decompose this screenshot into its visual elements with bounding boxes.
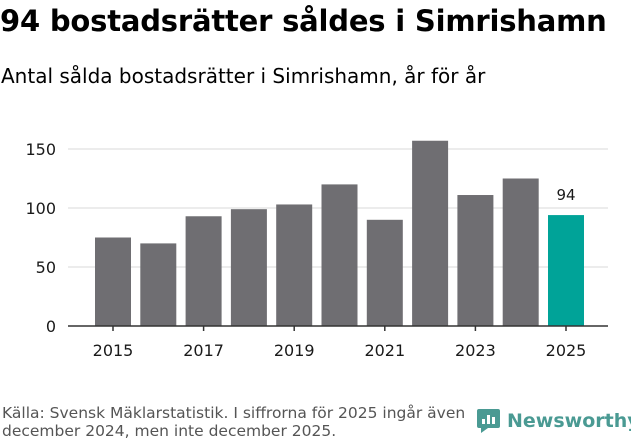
newsworthy-logo-icon [477,409,500,433]
newsworthy-logo: Newsworthy [476,408,631,433]
bar-2023 [457,195,494,326]
bar-chart: 0 50 100 150 94 2015 2017 2019 2021 2023 2025 [25,140,608,360]
bar-2017 [185,216,222,326]
x-tick-label-2025: 2025 [546,341,587,360]
x-tick-label-2019: 2019 [274,341,315,360]
bar-value-label-2025: 94 [556,186,575,204]
x-tick-label-2015: 2015 [93,341,134,360]
y-tick-label-50: 50 [36,258,56,277]
bar-2024 [502,178,539,326]
bar-2015 [95,237,131,326]
x-tick-label-2017: 2017 [183,341,224,360]
y-tick-label-150: 150 [25,140,56,159]
bar-2021 [366,219,403,326]
chart-subtitle: Antal sålda bostadsrätter i Simrishamn, … [1,64,486,88]
chart-title: 94 bostadsrätter såldes i Simrishamn [0,4,607,38]
bar-2022 [412,140,449,326]
y-tick-label-0: 0 [46,317,56,336]
source-note: Källa: Svensk Mäklarstatistik. I siffror… [2,404,466,440]
logo-text: Newsworthy [507,409,631,432]
bar-2018 [230,209,267,326]
x-tick-label-2021: 2021 [364,341,405,360]
bar-2016 [140,243,177,326]
x-tick-label-2023: 2023 [455,341,496,360]
bar-2020 [321,184,358,326]
bar-2019 [276,204,313,326]
y-tick-label-100: 100 [25,199,56,218]
bar-2025 [548,215,584,326]
